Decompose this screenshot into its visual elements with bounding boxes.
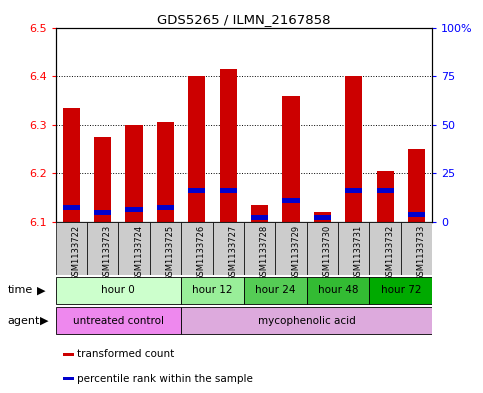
Bar	[188, 76, 205, 222]
Bar	[220, 188, 237, 193]
Bar	[307, 277, 369, 304]
Bar	[56, 277, 181, 304]
Text: GSM1133725: GSM1133725	[165, 225, 174, 281]
Bar	[56, 222, 87, 275]
Bar	[63, 205, 80, 210]
Bar	[345, 188, 362, 193]
Text: untreated control: untreated control	[73, 316, 164, 326]
Text: GSM1133731: GSM1133731	[354, 225, 363, 281]
Bar	[181, 307, 432, 334]
Bar	[369, 222, 401, 275]
Text: GSM1133728: GSM1133728	[260, 225, 269, 281]
Text: GSM1133727: GSM1133727	[228, 225, 237, 281]
Bar	[314, 215, 331, 220]
Bar	[369, 277, 432, 304]
Text: GSM1133724: GSM1133724	[134, 225, 143, 281]
Bar	[157, 122, 174, 222]
Text: hour 24: hour 24	[255, 285, 296, 296]
Bar	[63, 108, 80, 222]
Text: GSM1133723: GSM1133723	[103, 225, 112, 281]
Text: hour 0: hour 0	[101, 285, 135, 296]
Bar	[213, 222, 244, 275]
Bar	[63, 353, 74, 356]
Bar	[244, 277, 307, 304]
Bar	[283, 198, 299, 203]
Bar	[188, 188, 205, 193]
Bar	[181, 222, 213, 275]
Bar	[94, 137, 111, 222]
Text: agent: agent	[7, 316, 40, 326]
Bar	[94, 210, 111, 215]
Bar	[345, 76, 362, 222]
Text: GSM1133732: GSM1133732	[385, 225, 394, 281]
Text: ▶: ▶	[37, 285, 46, 296]
Text: hour 12: hour 12	[192, 285, 233, 296]
Bar	[126, 208, 142, 212]
Bar	[56, 307, 181, 334]
Text: GSM1133726: GSM1133726	[197, 225, 206, 281]
Text: GSM1133729: GSM1133729	[291, 225, 300, 281]
Text: percentile rank within the sample: percentile rank within the sample	[77, 374, 253, 384]
Text: transformed count: transformed count	[77, 349, 174, 359]
Bar	[408, 149, 425, 222]
Bar	[220, 69, 237, 222]
Bar	[157, 205, 174, 210]
Bar	[118, 222, 150, 275]
Bar	[251, 215, 268, 220]
Bar	[126, 125, 142, 222]
Bar	[377, 171, 394, 222]
Bar	[244, 222, 275, 275]
Bar	[377, 188, 394, 193]
Bar	[275, 222, 307, 275]
Bar	[63, 377, 74, 380]
Text: GSM1133733: GSM1133733	[416, 225, 426, 281]
Text: mycophenolic acid: mycophenolic acid	[258, 316, 355, 326]
Bar	[307, 222, 338, 275]
Bar	[401, 222, 432, 275]
Title: GDS5265 / ILMN_2167858: GDS5265 / ILMN_2167858	[157, 13, 331, 26]
Text: time: time	[7, 285, 32, 296]
Bar	[314, 212, 331, 222]
Bar	[181, 277, 244, 304]
Text: GSM1133730: GSM1133730	[323, 225, 331, 281]
Text: ▶: ▶	[40, 316, 49, 326]
Text: GSM1133722: GSM1133722	[71, 225, 80, 281]
Bar	[283, 95, 299, 222]
Text: hour 48: hour 48	[318, 285, 358, 296]
Bar	[338, 222, 369, 275]
Bar	[150, 222, 181, 275]
Bar	[408, 212, 425, 217]
Bar	[87, 222, 118, 275]
Bar	[251, 205, 268, 222]
Text: hour 72: hour 72	[381, 285, 421, 296]
